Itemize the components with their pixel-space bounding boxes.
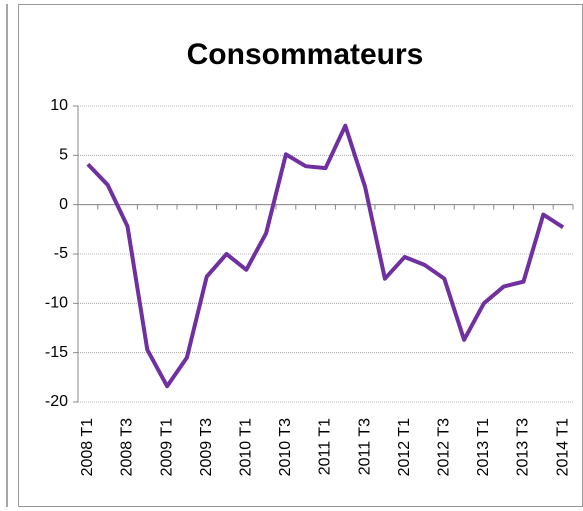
y-tick-label: 5: [59, 147, 68, 164]
x-tick-label: 2012 T3: [436, 418, 453, 477]
x-tick-label: 2013 T1: [475, 418, 492, 477]
y-tick-label: 10: [50, 97, 68, 114]
x-tick-label: 2011 T3: [356, 418, 373, 475]
x-tick-label: 2013 T3: [515, 418, 532, 477]
x-tick-label: 2009 T1: [158, 418, 175, 477]
y-tick-label: -10: [45, 295, 68, 312]
x-tick-label: 2009 T3: [198, 418, 215, 477]
y-tick-label: -15: [45, 344, 68, 361]
y-tick-label: -20: [45, 393, 68, 410]
x-tick-label: 2008 T1: [79, 418, 96, 477]
y-tick-label: -5: [54, 245, 68, 262]
y-tick-label: 0: [59, 196, 68, 213]
x-tick-label: 2010 T1: [238, 418, 255, 477]
chart-frame: [18, 4, 583, 507]
x-tick-label: 2010 T3: [277, 418, 294, 477]
x-tick-label: 2011 T1: [317, 418, 334, 475]
chart-title: Consommateurs: [187, 38, 424, 71]
x-tick-label: 2012 T1: [396, 418, 413, 477]
x-tick-label: 2008 T3: [119, 418, 136, 477]
x-tick-label: 2014 T1: [554, 418, 571, 477]
line-series: [86, 123, 565, 389]
